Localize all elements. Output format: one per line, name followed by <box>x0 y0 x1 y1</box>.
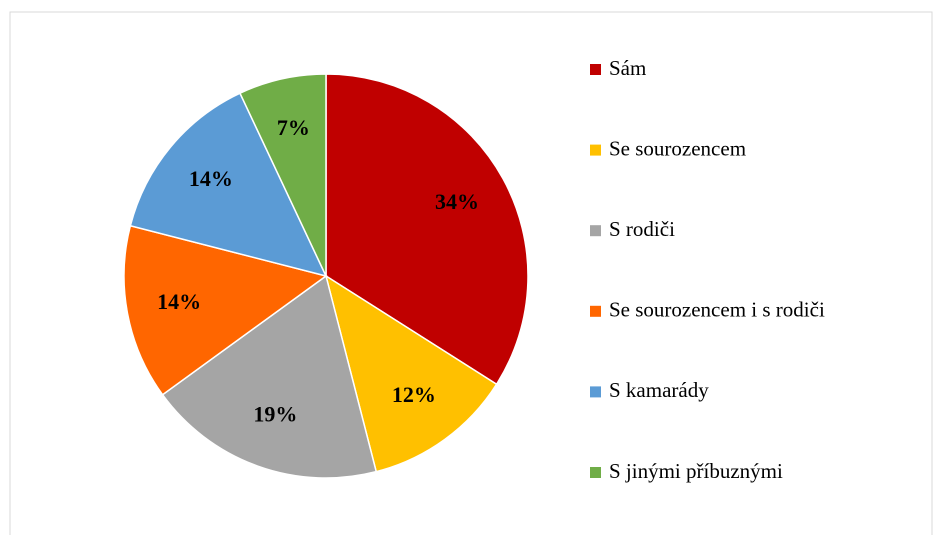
data-label: 19% <box>253 402 297 427</box>
data-label: 14% <box>157 289 201 314</box>
legend-swatch <box>590 144 601 156</box>
legend-label: S kamarády <box>609 378 709 402</box>
legend-label: Se sourozencem <box>609 136 746 160</box>
pie-slice <box>238 73 327 277</box>
data-label: 14% <box>189 166 233 191</box>
legend-label: S rodiči <box>609 217 675 241</box>
legend-swatch <box>590 467 601 478</box>
data-label: 12% <box>392 382 436 407</box>
legend-label: Se sourozencem i s rodiči <box>609 298 825 322</box>
legend-swatch <box>590 225 601 237</box>
data-label: 34% <box>435 189 479 214</box>
pie-slice <box>129 92 328 278</box>
pie-slice <box>161 274 378 479</box>
legend-swatch <box>590 305 601 317</box>
legend-swatch <box>590 386 601 398</box>
data-label: 7% <box>277 115 310 140</box>
pie-slice <box>123 224 328 396</box>
pie-slice <box>324 274 498 473</box>
chart-border <box>9 11 933 535</box>
legend-swatch <box>590 64 601 75</box>
legend-label: Sám <box>609 56 646 80</box>
legend-label: S jinými příbuznými <box>609 459 783 483</box>
pie-slice <box>325 73 529 386</box>
